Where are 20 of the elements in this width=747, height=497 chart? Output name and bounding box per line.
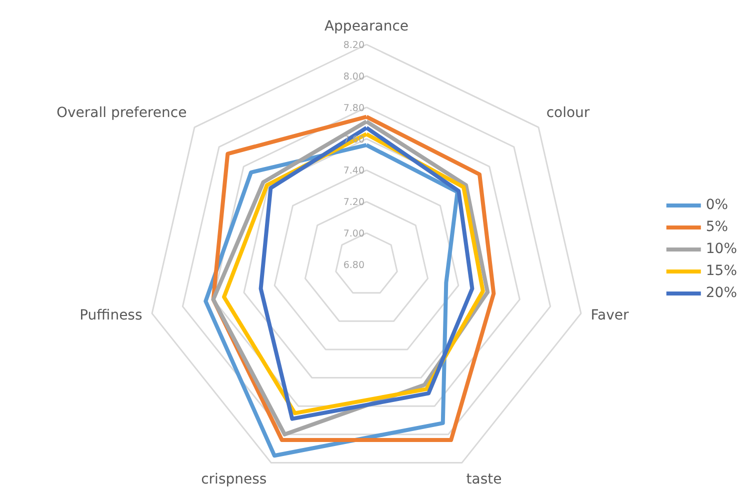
y-tick-label: 7.40 [343, 166, 365, 177]
legend-label: 10% [706, 240, 737, 256]
legend-label: 20% [706, 284, 737, 300]
y-tick-label: 7.80 [343, 102, 365, 114]
spoke-label: Puffiness [80, 308, 142, 324]
y-tick-label: 6.80 [343, 260, 365, 271]
y-tick-label: 8.00 [343, 71, 365, 82]
y-tick-label: 7.60 [343, 134, 365, 146]
y-tick-label: 8.20 [343, 40, 365, 51]
spoke-label: Overall preference [56, 105, 187, 122]
spoke-label: Faver [590, 308, 629, 324]
spoke-label: colour [546, 105, 590, 122]
legend-label: 5% [706, 218, 728, 234]
legend-label: 15% [706, 262, 737, 278]
spoke-label: crispness [201, 472, 267, 488]
y-tick-label: 7.00 [343, 228, 365, 240]
spoke-label: Appearance [324, 18, 409, 34]
y-tick-label: 7.20 [343, 197, 365, 208]
legend-label: 0% [706, 196, 728, 212]
spoke-label: taste [466, 472, 502, 488]
